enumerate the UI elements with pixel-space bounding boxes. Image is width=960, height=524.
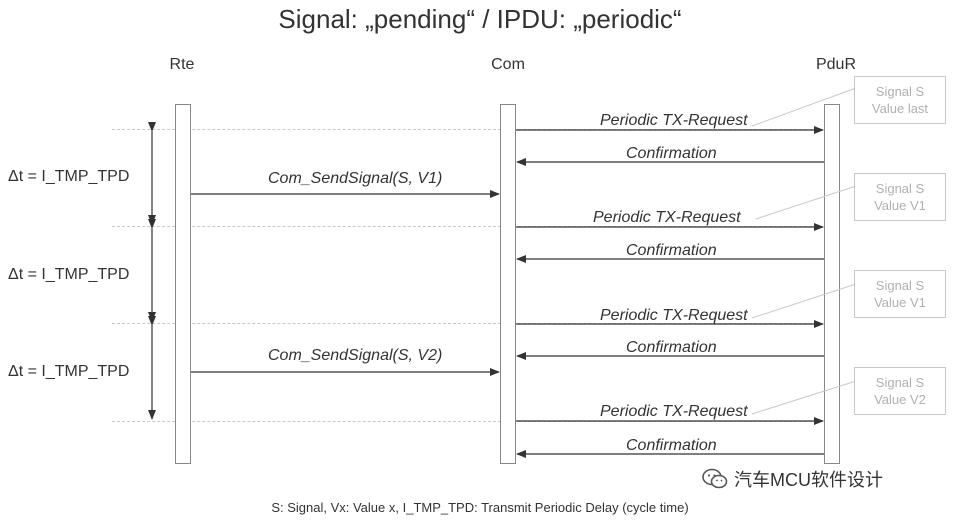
note-line: Signal S — [875, 278, 925, 293]
note-line: Signal S — [875, 375, 925, 390]
signal-value-note: Signal S Value V1 — [854, 270, 946, 318]
interval-label: Δt = I_TMP_TPD — [8, 363, 130, 380]
message-confirmation: Confirmation — [626, 437, 717, 454]
message-confirmation: Confirmation — [626, 339, 717, 356]
message-confirmation: Confirmation — [626, 242, 717, 259]
diagram-title: Signal: „pending“ / IPDU: „periodic“ — [278, 4, 682, 34]
message-periodic-request: Periodic TX-Request — [600, 403, 748, 420]
note-leader — [751, 87, 857, 127]
lifeline-pdur — [824, 104, 840, 464]
note-line: Value V1 — [874, 295, 926, 310]
interval-label: Δt = I_TMP_TPD — [8, 168, 130, 185]
interval-label: Δt = I_TMP_TPD — [8, 266, 130, 283]
message-periodic-request: Periodic TX-Request — [600, 112, 748, 129]
message-send-signal: Com_SendSignal(S, V1) — [268, 170, 443, 187]
wechat-icon — [702, 468, 728, 489]
lifeline-com — [500, 104, 516, 464]
signal-value-note: Signal S Value V2 — [854, 367, 946, 415]
watermark-text: 汽车MCU软件设计 — [734, 470, 883, 490]
interval-separator — [112, 226, 832, 227]
message-periodic-request: Periodic TX-Request — [593, 209, 741, 226]
note-line: Signal S — [875, 181, 925, 196]
note-line: Value V1 — [874, 198, 926, 213]
note-leader — [751, 283, 857, 319]
note-leader — [755, 185, 857, 220]
interval-separator — [112, 129, 832, 130]
signal-value-note: Signal S Value V1 — [854, 173, 946, 221]
message-periodic-request: Periodic TX-Request — [600, 307, 748, 324]
actor-rte-label: Rte — [169, 56, 195, 73]
note-line: Value V2 — [874, 392, 926, 407]
signal-value-note: Signal S Value last — [854, 76, 946, 124]
actor-com-label: Com — [491, 56, 525, 73]
message-send-signal: Com_SendSignal(S, V2) — [268, 347, 443, 364]
interval-separator — [112, 323, 832, 324]
watermark: 汽车MCU软件设计 — [702, 466, 883, 492]
note-line: Signal S — [875, 84, 925, 99]
actor-pdur-label: PduR — [815, 56, 857, 73]
lifeline-rte — [175, 104, 191, 464]
legend-footer: S: Signal, Vx: Value x, I_TMP_TPD: Trans… — [271, 500, 689, 515]
note-leader — [751, 380, 857, 415]
message-confirmation: Confirmation — [626, 145, 717, 162]
interval-separator — [112, 421, 832, 422]
note-line: Value last — [871, 101, 929, 116]
